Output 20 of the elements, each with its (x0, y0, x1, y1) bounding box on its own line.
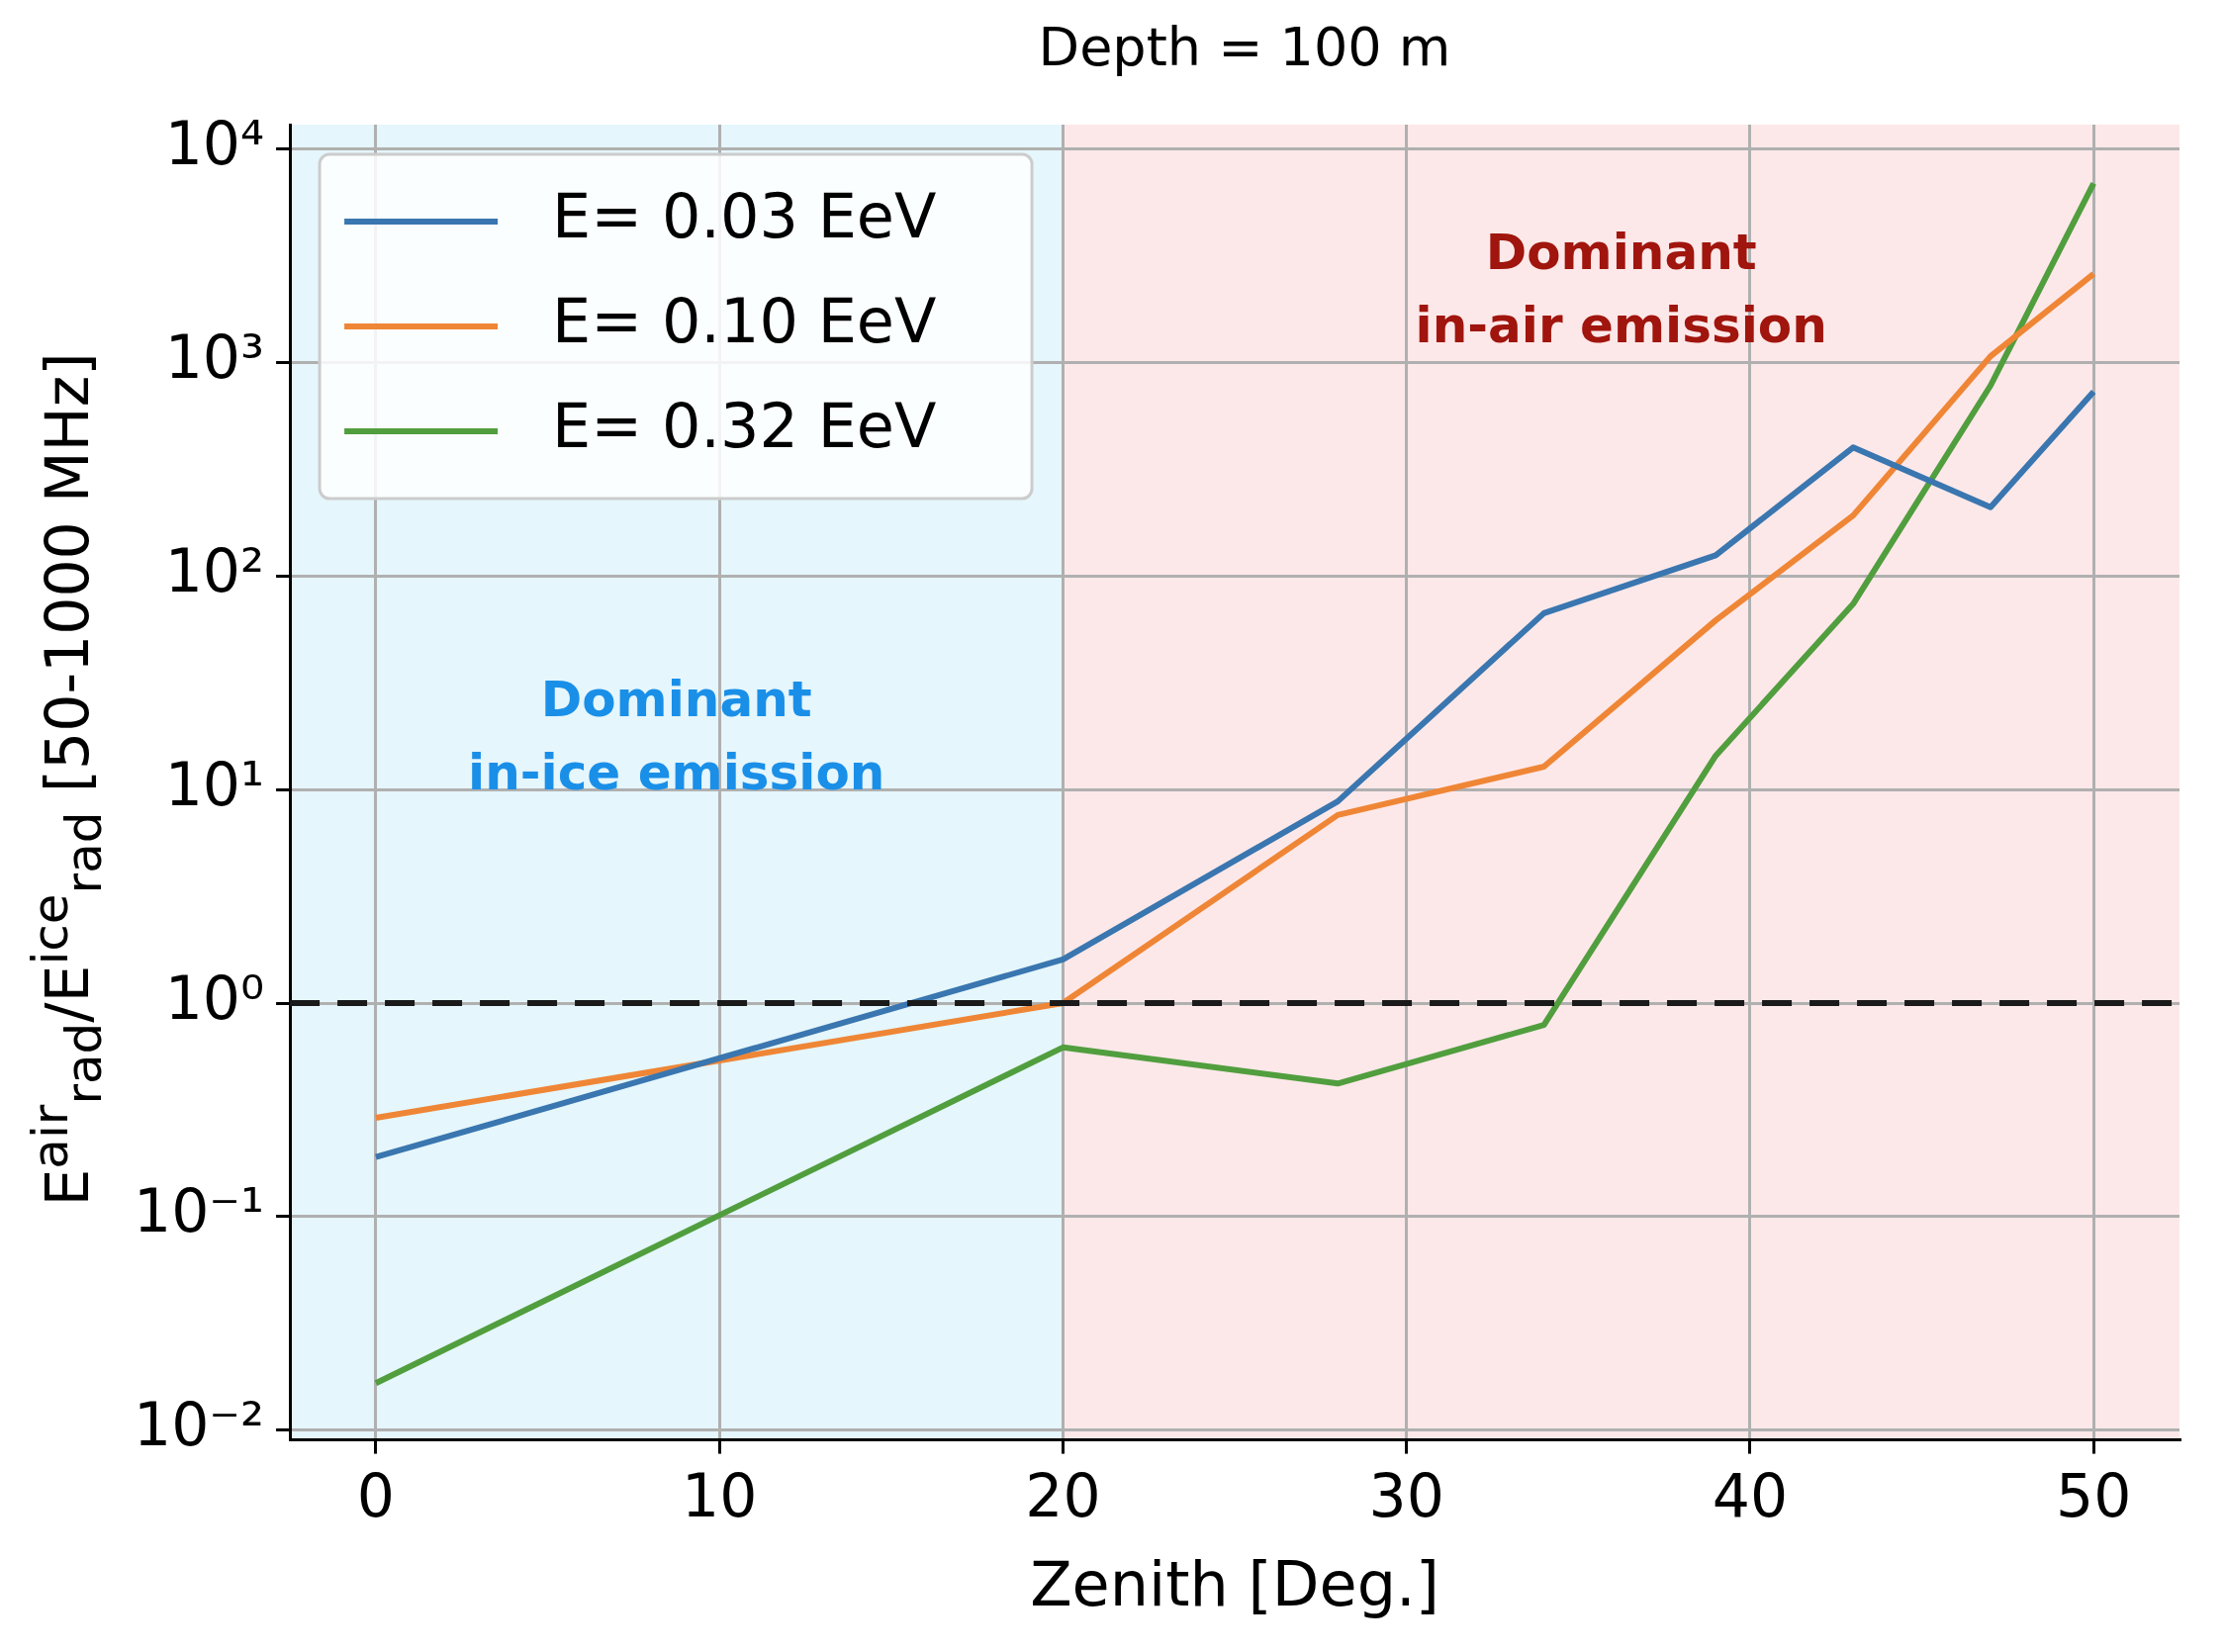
x-tick-label: 40 (1712, 1461, 1789, 1531)
band-label: Dominant in-ice emission (468, 671, 885, 802)
x-tick-label: 30 (1368, 1461, 1444, 1531)
x-tick-label: 50 (2056, 1461, 2132, 1531)
x-tick-label: 0 (356, 1461, 395, 1531)
y-tick-label: 10² (164, 535, 265, 605)
y-tick-label: 10³ (164, 322, 265, 393)
y-tick-label: 10¹ (164, 749, 265, 819)
legend-label: E= 0.32 EeV (552, 390, 937, 463)
y-tick-label: 10⁰ (164, 963, 265, 1033)
y-tick-label: 10⁻¹ (133, 1176, 265, 1246)
x-tick-label: 20 (1025, 1461, 1101, 1531)
legend-label: E= 0.03 EeV (552, 180, 937, 253)
legend-label: E= 0.10 EeV (552, 285, 937, 358)
x-axis-title: Zenith [Deg.] (1030, 1547, 1439, 1620)
x-tick-label: 10 (681, 1461, 758, 1531)
y-tick-label: 10⁻² (133, 1390, 265, 1460)
y-tick-label: 10⁴ (164, 109, 265, 179)
band-label: Dominant in-air emission (1415, 223, 1827, 354)
chart-title: Depth = 100 m (1037, 16, 1452, 78)
